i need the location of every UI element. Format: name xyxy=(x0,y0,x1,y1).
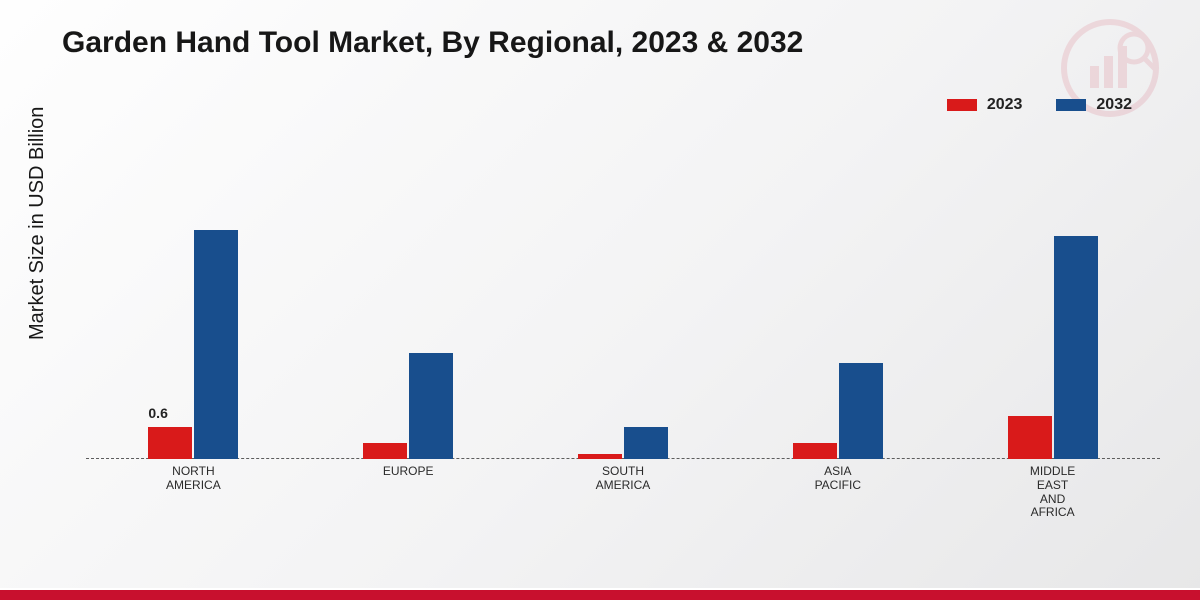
legend-swatch-2032 xyxy=(1056,99,1086,111)
category-axis: NORTH AMERICAEUROPESOUTH AMERICAASIA PAC… xyxy=(86,459,1160,505)
chart-title: Garden Hand Tool Market, By Regional, 20… xyxy=(62,26,803,60)
legend-label-2023: 2023 xyxy=(987,96,1023,114)
bar-2032 xyxy=(194,230,238,459)
category-label: NORTH AMERICA xyxy=(86,459,301,505)
bar-2032 xyxy=(839,363,883,459)
chart-area: 0.6 NORTH AMERICAEUROPESOUTH AMERICAASIA… xyxy=(86,140,1160,505)
bar-group xyxy=(516,140,731,459)
bar-2032 xyxy=(409,353,453,459)
legend: 2023 2032 xyxy=(947,96,1132,114)
legend-item-2023: 2023 xyxy=(947,96,1023,114)
bar-2032 xyxy=(1054,236,1098,459)
bar-group xyxy=(730,140,945,459)
bar-2023 xyxy=(148,427,192,459)
bar-2023 xyxy=(793,443,837,459)
bar-group xyxy=(301,140,516,459)
category-label: MIDDLE EAST AND AFRICA xyxy=(945,459,1160,505)
bar-group: 0.6 xyxy=(86,140,301,459)
value-label: 0.6 xyxy=(148,405,167,421)
bar-2032 xyxy=(624,427,668,459)
category-label: SOUTH AMERICA xyxy=(516,459,731,505)
legend-swatch-2023 xyxy=(947,99,977,111)
footer-accent xyxy=(0,588,1200,600)
category-label: ASIA PACIFIC xyxy=(730,459,945,505)
bar-group xyxy=(945,140,1160,459)
legend-label-2032: 2032 xyxy=(1096,96,1132,114)
y-axis-label: Market Size in USD Billion xyxy=(26,107,49,340)
plot-area: 0.6 NORTH AMERICAEUROPESOUTH AMERICAASIA… xyxy=(86,140,1160,505)
legend-item-2032: 2032 xyxy=(1056,96,1132,114)
bar-2023 xyxy=(363,443,407,459)
bar-2023 xyxy=(1008,416,1052,459)
bar-groups: 0.6 xyxy=(86,140,1160,459)
category-label: EUROPE xyxy=(301,459,516,505)
